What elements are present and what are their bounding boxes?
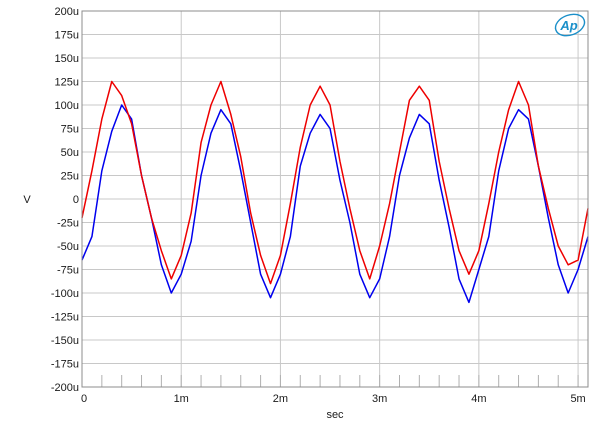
ap-logo: Ap: [554, 13, 586, 37]
y-tick-label: -200u: [51, 382, 79, 394]
x-tick-label: 2m: [273, 393, 288, 405]
y-tick-label: 50u: [61, 147, 79, 159]
y-tick-label: -50u: [57, 241, 79, 253]
x-tick-label: 4m: [471, 393, 486, 405]
y-tick-label: 175u: [55, 30, 79, 42]
y-tick-label: -75u: [57, 265, 79, 277]
y-tick-label: -175u: [51, 359, 79, 371]
y-tick-label: 75u: [61, 124, 79, 136]
y-tick-label: -125u: [51, 312, 79, 324]
minor-x-ticks: [81, 375, 579, 387]
y-tick-label: 200u: [55, 6, 79, 18]
series-line-red: [81, 80, 589, 285]
y-tick-label: -25u: [57, 218, 79, 230]
x-tick-label: 0: [81, 393, 87, 405]
y-tick-label: 150u: [55, 53, 79, 65]
plot-frame: [81, 10, 589, 388]
series-line-blue: [81, 104, 589, 304]
y-tick-label: 25u: [61, 171, 79, 183]
x-axis-title: sec: [326, 409, 344, 421]
x-tick-labels: 0 1m 2m 3m 4m 5m: [81, 393, 586, 405]
y-tick-label: -150u: [51, 335, 79, 347]
grid: [81, 10, 588, 388]
y-tick-label: -100u: [51, 288, 79, 300]
x-tick-label: 5m: [570, 393, 585, 405]
y-tick-label: 100u: [55, 100, 79, 112]
y-tick-label: 0: [73, 194, 79, 206]
series-layer: [81, 80, 589, 304]
y-tick-label: 125u: [55, 77, 79, 89]
x-tick-label: 3m: [372, 393, 387, 405]
y-axis-title: V: [23, 194, 31, 206]
ap-logo-ring: [554, 13, 586, 37]
x-tick-label: 1m: [174, 393, 189, 405]
ap-logo-text: Ap: [559, 18, 577, 33]
y-tick-labels: 200u 175u 150u 125u 100u 75u 50u 25u 0 -25u -50u -7…: [51, 6, 79, 394]
